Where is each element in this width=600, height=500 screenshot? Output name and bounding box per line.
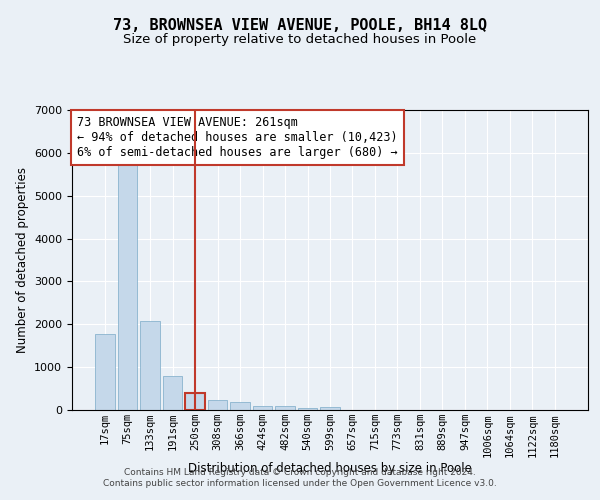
Bar xyxy=(163,376,182,410)
Bar xyxy=(320,407,340,410)
Text: Contains HM Land Registry data © Crown copyright and database right 2024.
Contai: Contains HM Land Registry data © Crown c… xyxy=(103,468,497,487)
Bar xyxy=(95,334,115,410)
Text: 73 BROWNSEA VIEW AVENUE: 261sqm
← 94% of detached houses are smaller (10,423)
6%: 73 BROWNSEA VIEW AVENUE: 261sqm ← 94% of… xyxy=(77,116,398,159)
Bar xyxy=(185,394,205,410)
Text: Size of property relative to detached houses in Poole: Size of property relative to detached ho… xyxy=(124,32,476,46)
Bar xyxy=(275,406,295,410)
Text: 73, BROWNSEA VIEW AVENUE, POOLE, BH14 8LQ: 73, BROWNSEA VIEW AVENUE, POOLE, BH14 8L… xyxy=(113,18,487,32)
Bar xyxy=(208,400,227,410)
Y-axis label: Number of detached properties: Number of detached properties xyxy=(16,167,29,353)
Bar xyxy=(253,406,272,410)
Bar xyxy=(140,321,160,410)
Bar xyxy=(118,162,137,410)
X-axis label: Distribution of detached houses by size in Poole: Distribution of detached houses by size … xyxy=(188,462,472,475)
Bar xyxy=(230,402,250,410)
Bar xyxy=(298,408,317,410)
